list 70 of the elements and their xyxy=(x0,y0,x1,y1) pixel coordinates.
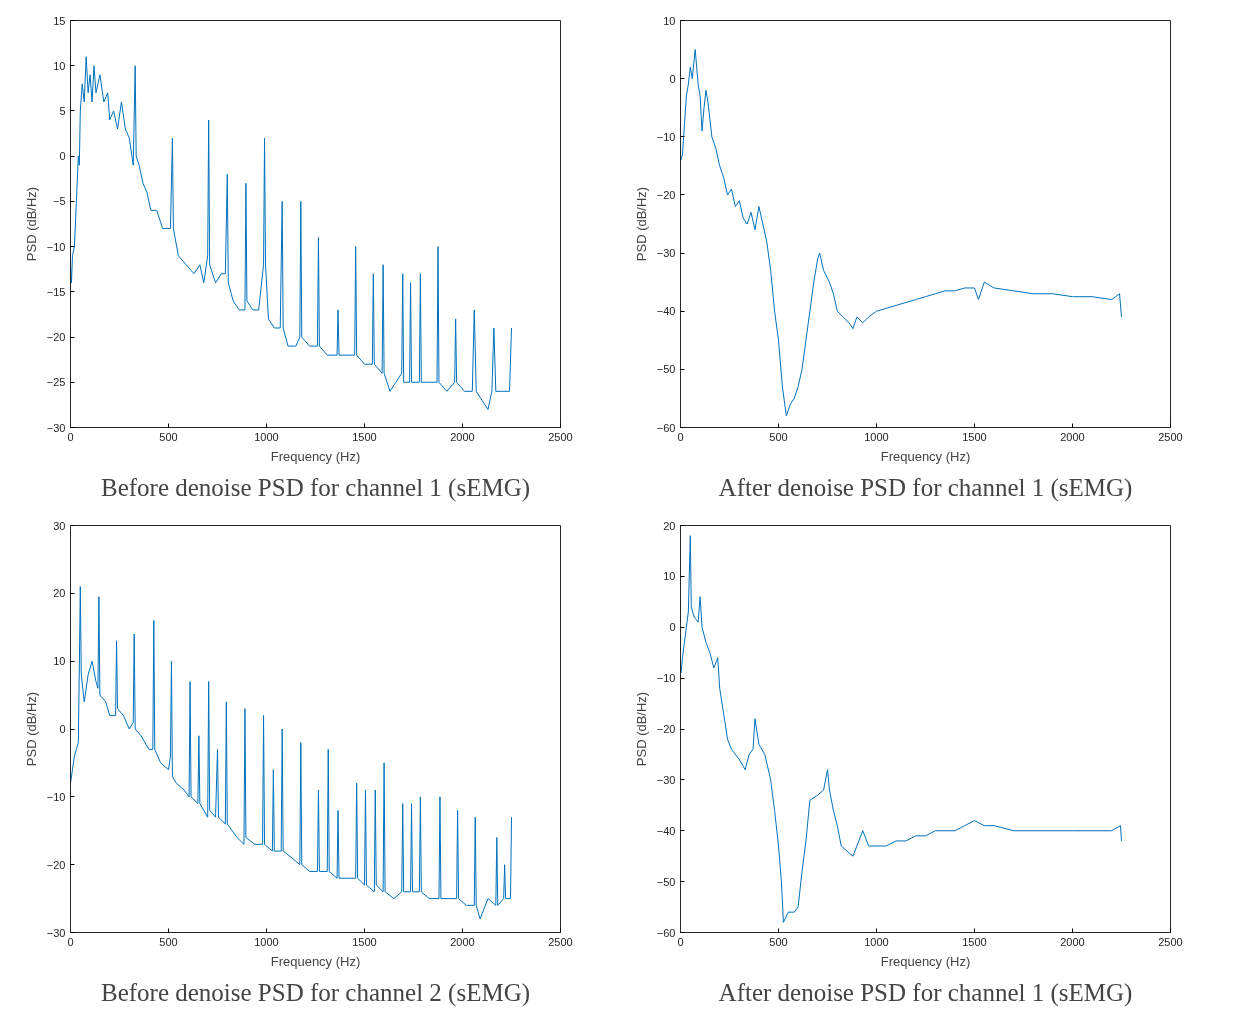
y-tick-label: −30 xyxy=(46,421,66,434)
y-tick-label: −60 xyxy=(656,926,676,939)
y-tick-label: −25 xyxy=(46,376,66,389)
x-axis-title: Frequency (Hz) xyxy=(880,448,971,464)
y-tick-label: −10 xyxy=(656,130,676,143)
y-tick-label: 5 xyxy=(59,104,66,117)
x-tick-label: 500 xyxy=(769,430,788,443)
x-tick-label: 1500 xyxy=(352,430,377,443)
y-axis-title: PSD (dB/Hz) xyxy=(23,691,39,767)
y-axis-title: PSD (dB/Hz) xyxy=(23,186,39,262)
y-tick-label: 10 xyxy=(53,59,66,72)
y-tick-label: 10 xyxy=(663,570,676,583)
y-tick-label: −5 xyxy=(52,195,66,208)
y-tick-label: −10 xyxy=(46,790,66,803)
x-tick-label: 1000 xyxy=(254,430,279,443)
x-tick-label: 1000 xyxy=(864,935,889,948)
y-axis-title: PSD (dB/Hz) xyxy=(633,186,649,262)
y-tick-label: −40 xyxy=(656,824,676,837)
x-tick-label: 2500 xyxy=(548,935,573,948)
y-tick-label: −20 xyxy=(46,331,66,344)
x-tick-label: 1000 xyxy=(864,430,889,443)
x-tick-label: 1500 xyxy=(962,430,987,443)
y-tick-label: 0 xyxy=(669,72,676,85)
y-tick-label: −10 xyxy=(656,672,676,685)
x-axis-title: Frequency (Hz) xyxy=(880,953,971,969)
x-tick-label: 0 xyxy=(67,430,74,443)
y-tick-label: −40 xyxy=(656,305,676,318)
y-tick-label: −10 xyxy=(46,240,66,253)
y-tick-label: 30 xyxy=(53,519,66,532)
x-tick-label: 2000 xyxy=(1060,430,1085,443)
x-tick-label: 500 xyxy=(159,430,178,443)
y-tick-label: −30 xyxy=(656,247,676,260)
y-tick-label: 15 xyxy=(53,14,66,27)
x-tick-label: 0 xyxy=(67,935,74,948)
y-tick-label: −30 xyxy=(46,926,66,939)
x-tick-label: 500 xyxy=(769,935,788,948)
x-tick-label: 2500 xyxy=(548,430,573,443)
y-tick-label: 20 xyxy=(53,587,66,600)
y-tick-label: −15 xyxy=(46,285,66,298)
y-tick-label: −50 xyxy=(656,363,676,376)
x-tick-label: 0 xyxy=(677,430,684,443)
y-tick-label: 10 xyxy=(53,655,66,668)
y-tick-label: −20 xyxy=(656,188,676,201)
y-tick-label: −60 xyxy=(656,421,676,434)
x-tick-label: 2500 xyxy=(1158,430,1183,443)
y-tick-label: 0 xyxy=(59,723,66,735)
text: After denoise PSD for channel 1 (sEMG) xyxy=(718,978,1133,1007)
y-tick-label: 10 xyxy=(663,14,676,27)
y-tick-label: 20 xyxy=(663,519,676,532)
x-tick-label: 0 xyxy=(677,935,684,948)
y-tick-label: −50 xyxy=(656,875,676,888)
x-tick-label: 1500 xyxy=(352,935,377,948)
x-tick-label: 2000 xyxy=(1060,935,1085,948)
y-tick-label: −20 xyxy=(46,858,66,871)
y-axis-title: PSD (dB/Hz) xyxy=(633,691,649,767)
x-tick-label: 2000 xyxy=(450,430,475,443)
x-tick-label: 2000 xyxy=(450,935,475,948)
y-tick-label: −30 xyxy=(656,773,676,786)
y-tick-label: 0 xyxy=(669,621,676,634)
x-tick-label: 1000 xyxy=(254,935,279,948)
x-tick-label: 1500 xyxy=(962,935,987,948)
text: After denoise PSD for channel 1 (sEMG) xyxy=(718,473,1133,502)
x-tick-label: 500 xyxy=(159,935,178,948)
x-axis-title: Frequency (Hz) xyxy=(270,953,361,969)
x-tick-label: 2500 xyxy=(1158,935,1183,948)
text: Before denoise PSD for channel 1 (sEMG) xyxy=(100,473,531,502)
y-tick-label: 0 xyxy=(59,150,66,163)
y-tick-label: −20 xyxy=(656,723,676,735)
x-axis-title: Frequency (Hz) xyxy=(270,448,361,464)
text: Before denoise PSD for channel 2 (sEMG) xyxy=(100,978,531,1007)
